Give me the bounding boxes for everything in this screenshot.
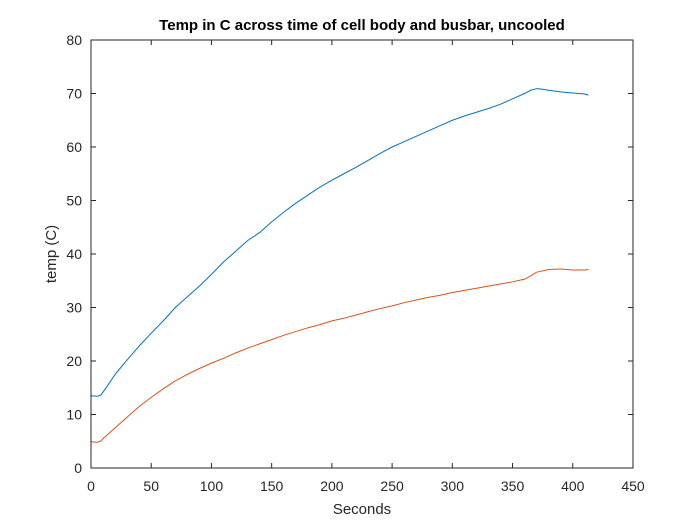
- x-tick-label: 300: [441, 478, 465, 494]
- x-tick-label: 400: [561, 478, 585, 494]
- x-tick-label: 0: [87, 478, 95, 494]
- y-tick-label: 0: [74, 460, 82, 476]
- x-tick-label: 250: [380, 478, 404, 494]
- series-line-2: [90, 268, 589, 443]
- ticks-layer: 0 50 100 150 200 250 300 350 400 450 0 10 20 30 40 50 60…: [66, 32, 644, 494]
- y-tick-label: 40: [66, 246, 82, 262]
- y-tick-label: 60: [66, 139, 82, 155]
- y-tick-label: 10: [66, 407, 82, 423]
- x-tick-label: 350: [501, 478, 525, 494]
- y-tick-label: 70: [66, 86, 82, 102]
- y-tick-label: 30: [66, 300, 82, 316]
- y-tick-label: 20: [66, 353, 82, 369]
- plot-area: [91, 40, 633, 468]
- y-tick-label: 50: [66, 193, 82, 209]
- x-axis-label: Seconds: [333, 501, 391, 518]
- series-layer: [90, 88, 589, 443]
- y-axis-label: temp (C): [43, 225, 60, 283]
- x-tick-label: 50: [143, 478, 159, 494]
- series-line-1: [90, 88, 589, 397]
- chart-title: Temp in C across time of cell body and b…: [159, 17, 565, 34]
- x-tick-label: 100: [200, 478, 224, 494]
- x-tick-label: 150: [260, 478, 284, 494]
- x-tick-label: 450: [621, 478, 645, 494]
- x-tick-label: 200: [320, 478, 344, 494]
- y-tick-label: 80: [66, 32, 82, 48]
